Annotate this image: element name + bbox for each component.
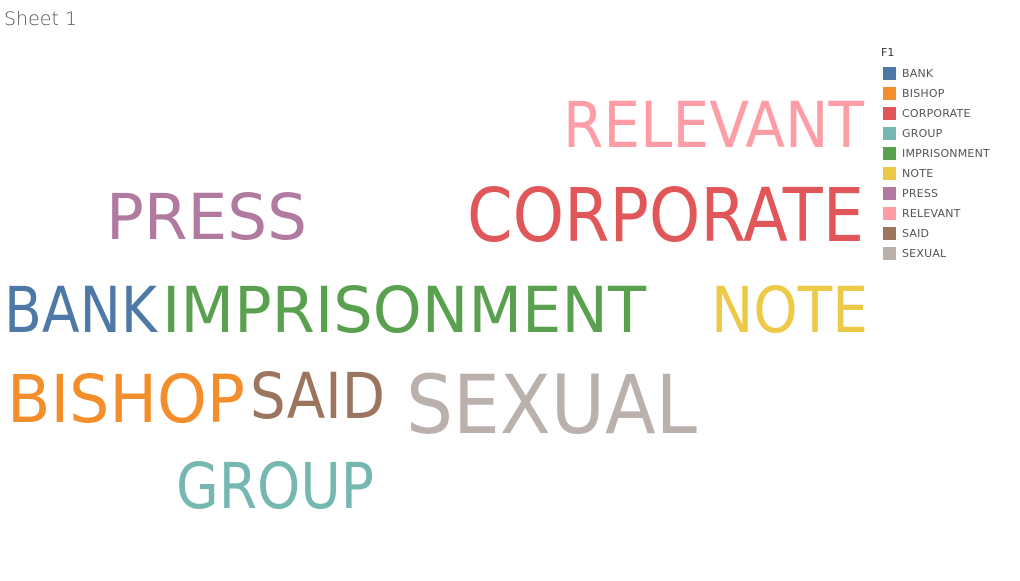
legend-label: BANK xyxy=(902,66,934,80)
legend-label: BISHOP xyxy=(902,86,945,100)
word-bank[interactable]: BANK xyxy=(4,274,157,348)
word-sexual[interactable]: SEXUAL xyxy=(406,358,697,453)
legend-swatch xyxy=(883,106,896,120)
legend-item[interactable]: BISHOP xyxy=(881,83,1016,103)
legend-item[interactable]: NOTE xyxy=(881,163,1016,183)
word-imprisonment[interactable]: IMPRISONMENT xyxy=(162,274,646,348)
word-note[interactable]: NOTE xyxy=(711,274,868,348)
legend-label: PRESS xyxy=(902,186,939,200)
legend-swatch xyxy=(883,166,896,180)
legend-item[interactable]: BANK xyxy=(881,63,1016,83)
legend-swatch xyxy=(883,66,896,80)
legend-item[interactable]: SAID xyxy=(881,223,1016,243)
legend-swatch xyxy=(883,246,896,260)
legend-swatch xyxy=(883,126,896,140)
legend-item[interactable]: IMPRISONMENT xyxy=(881,143,1016,163)
legend-label: NOTE xyxy=(902,166,934,180)
word-corporate[interactable]: CORPORATE xyxy=(467,173,864,260)
legend-swatch xyxy=(883,206,896,220)
legend-label: RELEVANT xyxy=(902,206,961,220)
word-said[interactable]: SAID xyxy=(250,360,385,434)
word-press[interactable]: PRESS xyxy=(106,181,307,255)
legend-item[interactable]: GROUP xyxy=(881,123,1016,143)
word-relevant[interactable]: RELEVANT xyxy=(563,89,864,163)
legend-swatch xyxy=(883,146,896,160)
sheet-title: Sheet 1 xyxy=(4,8,78,30)
legend-swatch xyxy=(883,186,896,200)
legend-swatch xyxy=(883,86,896,100)
legend-swatch xyxy=(883,226,896,240)
legend-label: GROUP xyxy=(902,126,943,140)
legend-label: SAID xyxy=(902,226,930,240)
legend: F1 BANK BISHOP CORPORATE GROUP IMPRISONM… xyxy=(881,46,1016,263)
legend-label: SEXUAL xyxy=(902,246,947,260)
word-bishop[interactable]: BISHOP xyxy=(7,360,245,438)
legend-item[interactable]: RELEVANT xyxy=(881,203,1016,223)
legend-item[interactable]: PRESS xyxy=(881,183,1016,203)
legend-label: CORPORATE xyxy=(902,106,971,120)
legend-item[interactable]: SEXUAL xyxy=(881,243,1016,263)
legend-label: IMPRISONMENT xyxy=(902,146,990,160)
word-group[interactable]: GROUP xyxy=(176,450,374,524)
legend-title: F1 xyxy=(881,46,895,59)
legend-item[interactable]: CORPORATE xyxy=(881,103,1016,123)
